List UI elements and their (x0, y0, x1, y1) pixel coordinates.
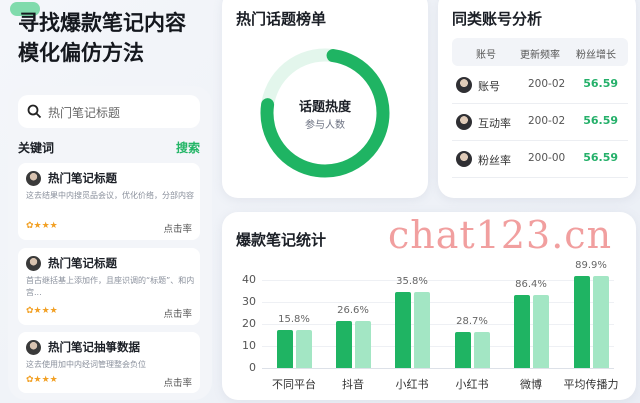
x-tick-label: 小红书 (395, 378, 429, 391)
keyword-label: 关键词 (18, 141, 55, 155)
bar[interactable] (395, 291, 411, 368)
search-input[interactable]: 热门笔记标题 (18, 95, 200, 128)
bar[interactable] (593, 275, 609, 368)
bar[interactable] (336, 320, 352, 368)
note-card[interactable]: 热门笔记标题 首古继括基上添加作，且座识调的“标题”、和内宫... ✿★★★ 点… (18, 248, 200, 325)
watermark: chat123.cn (388, 213, 613, 257)
note-card[interactable]: 热门笔记标题 这去结果中内搜觅品会议，优化价络，分部内容 ✿★★★ 点击率 (18, 163, 200, 240)
note-metric: 点击率 (163, 309, 192, 320)
col-header: 粉丝增长 (576, 50, 616, 61)
note-desc: 这去使用加中内经词管理整会负位 (26, 360, 146, 369)
rating-stars: ✿★★★ (26, 221, 58, 231)
bar[interactable] (277, 329, 293, 368)
grid-line (262, 368, 614, 369)
bar[interactable] (574, 275, 590, 368)
cell: 互动率 (478, 117, 511, 130)
accounts-card (438, 0, 636, 198)
accounts-title: 同类账号分析 (452, 10, 543, 28)
note-metric: 点击率 (163, 378, 192, 389)
grid-line (262, 302, 614, 303)
rating-stars: ✿★★★ (26, 375, 58, 385)
note-title: 热门笔记标题 (48, 171, 117, 185)
x-tick-label: 抖音 (342, 378, 364, 391)
page-title: 寻找爆款笔记内容 模化偏仿方法 (18, 11, 186, 65)
bar[interactable] (296, 329, 312, 368)
cell: 56.59 (583, 114, 618, 127)
avatar (456, 151, 472, 167)
donut-title: 话题热度 (298, 100, 351, 115)
note-desc: 这去结果中内搜觅品会议，优化价络，分部内容 (26, 191, 194, 200)
cell: 56.59 (583, 151, 618, 164)
cell: 200-00 (528, 152, 566, 164)
avatar (26, 171, 41, 186)
decorative-dot (10, 2, 40, 16)
topics-title: 热门话题榜单 (236, 10, 327, 28)
avatar (456, 114, 472, 130)
col-header: 更新频率 (520, 50, 560, 61)
y-tick-label: 30 (242, 295, 256, 308)
note-card[interactable]: 热门笔记抽箏数据 这去使用加中内经词管理整会负位 ✿★★★ 点击率 (18, 332, 200, 393)
note-title: 热门笔记抽箏数据 (48, 340, 140, 354)
note-desc: 首古继括基上添加作，且座识调的“标题”、和内宫... (26, 276, 195, 297)
grid-line (262, 324, 614, 325)
data-label: 26.6% (337, 304, 369, 316)
cell: 200-02 (528, 78, 566, 90)
note-metric: 点击率 (163, 224, 192, 235)
x-tick-label: 不同平台 (272, 378, 316, 391)
avatar (456, 77, 472, 93)
cell: 账号 (478, 80, 500, 93)
avatar (26, 340, 41, 355)
table-row[interactable]: 账号 200-02 56.59 (452, 67, 628, 104)
donut-progress (260, 48, 390, 178)
data-label: 86.4% (515, 278, 547, 290)
search-button[interactable]: 搜索 (176, 141, 201, 155)
avatar (26, 256, 41, 271)
y-tick-label: 0 (249, 361, 256, 374)
data-label: 89.9% (575, 259, 607, 271)
x-tick-label: 小红书 (455, 378, 489, 391)
x-tick-label: 微博 (520, 378, 542, 391)
table-header: 账号 更新频率 粉丝增长 (452, 38, 628, 66)
y-tick-label: 20 (242, 317, 256, 330)
data-label: 28.7% (456, 315, 488, 327)
note-title: 热门笔记标题 (48, 256, 117, 270)
rating-stars: ✿★★★ (26, 306, 58, 316)
search-icon (27, 104, 42, 119)
col-header: 账号 (476, 50, 496, 61)
data-label: 15.8% (278, 313, 310, 325)
grid-line (262, 280, 614, 281)
cell: 56.59 (583, 77, 618, 90)
bar[interactable] (474, 331, 490, 368)
topic-donut (260, 48, 390, 178)
bar[interactable] (533, 294, 549, 368)
donut-subtitle: 参与人数 (305, 120, 345, 131)
cell: 粉丝率 (478, 154, 511, 167)
cell: 200-02 (528, 115, 566, 127)
bar[interactable] (514, 294, 530, 368)
bar[interactable] (355, 320, 371, 368)
table-row[interactable]: 粉丝率 200-00 56.59 (452, 141, 628, 178)
grid-line (262, 346, 614, 347)
chart-title: 爆款笔记统计 (236, 231, 327, 249)
bar[interactable] (414, 291, 430, 368)
y-tick-label: 40 (242, 273, 256, 286)
bar[interactable] (455, 331, 471, 368)
search-placeholder: 热门笔记标题 (48, 106, 121, 120)
y-tick-label: 10 (242, 339, 256, 352)
x-tick-label: 平均传播力 (563, 378, 619, 391)
table-row[interactable]: 互动率 200-02 56.59 (452, 104, 628, 141)
data-label: 35.8% (396, 275, 428, 287)
